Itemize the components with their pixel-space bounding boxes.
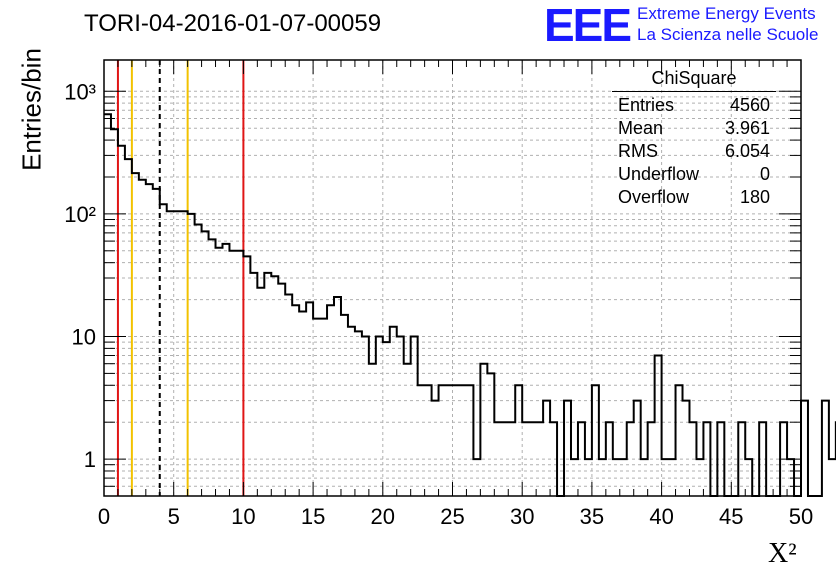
stats-box: ChiSquare Entries 4560 Mean 3.961 RMS 6.… bbox=[612, 68, 776, 209]
stats-value: 6.054 bbox=[724, 141, 770, 161]
x-tick-label: 25 bbox=[440, 504, 464, 529]
stats-label: RMS bbox=[618, 141, 658, 161]
y-tick-label: 10² bbox=[64, 202, 96, 227]
x-tick-label: 45 bbox=[719, 504, 743, 529]
y-tick-label: 10³ bbox=[64, 79, 96, 104]
grid-lines bbox=[104, 60, 801, 496]
stats-row-rms: RMS 6.054 bbox=[612, 140, 776, 163]
stats-value: 0 bbox=[759, 164, 770, 184]
y-tick-label: 10 bbox=[72, 324, 96, 349]
logo-text-line2: La Scienza nelle Scuole bbox=[637, 25, 819, 44]
logo-text-line1: Extreme Energy Events bbox=[637, 4, 816, 23]
tick-labels: 0 5 10 15 20 25 30 35 40 45 50 1 10 10² 10³ bbox=[64, 79, 813, 529]
y-tick-label: 1 bbox=[84, 447, 96, 472]
x-tick-label: 40 bbox=[649, 504, 673, 529]
stats-value: 3.961 bbox=[724, 118, 770, 138]
stats-row-entries: Entries 4560 bbox=[612, 94, 776, 117]
histogram-outline bbox=[104, 113, 836, 497]
stats-value: 4560 bbox=[729, 95, 770, 115]
eee-logo: EEE bbox=[544, 0, 632, 51]
x-tick-label: 10 bbox=[231, 504, 255, 529]
stats-row-mean: Mean 3.961 bbox=[612, 117, 776, 140]
stats-row-underflow: Underflow 0 bbox=[612, 163, 776, 186]
stats-label: Entries bbox=[618, 95, 675, 115]
x-tick-label: 15 bbox=[301, 504, 325, 529]
x-tick-label: 20 bbox=[371, 504, 395, 529]
chart-title: TORI-04-2016-01-07-00059 bbox=[84, 10, 382, 37]
axis-ticks bbox=[103, 60, 802, 496]
stats-value: 180 bbox=[739, 187, 770, 207]
stats-row-overflow: Overflow 180 bbox=[612, 186, 776, 209]
x-tick-label: 5 bbox=[168, 504, 180, 529]
stats-label: Mean bbox=[618, 118, 664, 138]
stats-title: ChiSquare bbox=[612, 68, 776, 92]
stats-label: Overflow bbox=[618, 187, 690, 207]
x-tick-label: 30 bbox=[510, 504, 534, 529]
stats-label: Underflow bbox=[618, 164, 700, 184]
x-axis-label: X² bbox=[768, 538, 797, 569]
x-tick-label: 0 bbox=[98, 504, 110, 529]
y-axis-label: Entries/bin bbox=[16, 48, 47, 171]
x-tick-label: 35 bbox=[580, 504, 604, 529]
x-tick-label: 50 bbox=[789, 504, 813, 529]
